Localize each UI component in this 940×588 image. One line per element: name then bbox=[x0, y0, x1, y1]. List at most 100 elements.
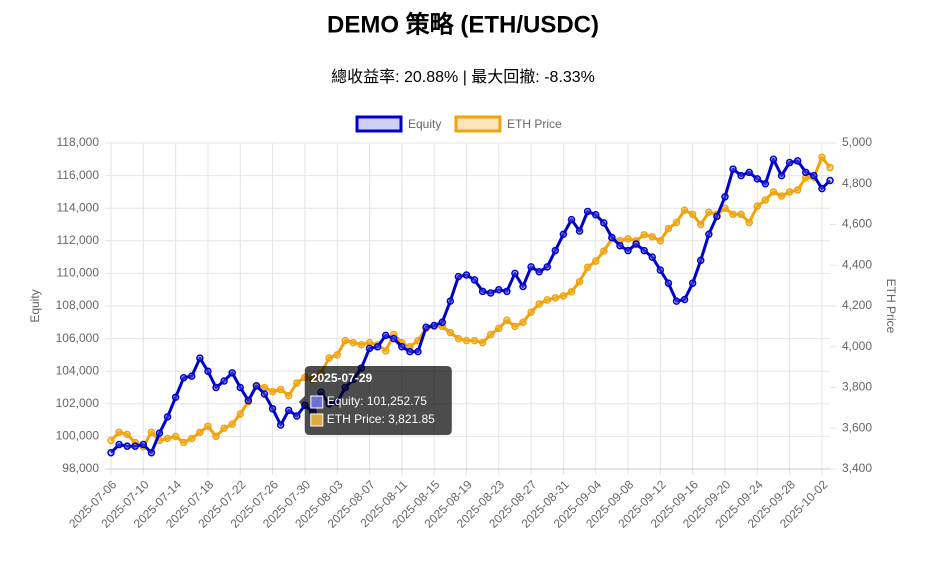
data-point bbox=[293, 379, 301, 387]
y2-tick-label: 4,400 bbox=[842, 257, 872, 271]
data-point bbox=[470, 336, 479, 345]
data-point bbox=[793, 186, 802, 194]
data-point bbox=[171, 432, 180, 441]
data-point bbox=[293, 412, 301, 420]
tooltip-line: ETH Price: 3,821.85 bbox=[327, 412, 435, 426]
data-point bbox=[608, 233, 616, 242]
data-point bbox=[276, 385, 285, 394]
tooltip-swatch bbox=[310, 413, 324, 427]
tooltip-title: 2025-07-29 bbox=[311, 371, 373, 385]
y2-tick-label: 5,000 bbox=[842, 135, 872, 149]
y-tick-label: 112,000 bbox=[57, 233, 100, 247]
y2-axis-title: ETH Price bbox=[884, 279, 898, 334]
data-point bbox=[139, 440, 148, 449]
data-point bbox=[495, 324, 503, 333]
data-point bbox=[793, 157, 802, 165]
y-tick-label: 98,000 bbox=[62, 461, 99, 475]
data-point bbox=[559, 292, 568, 300]
data-point bbox=[357, 340, 366, 349]
data-point bbox=[486, 289, 495, 297]
data-point bbox=[696, 256, 705, 265]
data-point bbox=[196, 354, 204, 362]
data-point bbox=[381, 347, 390, 355]
data-point bbox=[583, 263, 592, 272]
data-point bbox=[527, 263, 535, 271]
data-point bbox=[624, 235, 632, 243]
data-point bbox=[107, 436, 115, 445]
data-point bbox=[495, 285, 503, 294]
data-point bbox=[123, 442, 131, 450]
legend-label: Equity bbox=[408, 117, 441, 131]
data-point bbox=[131, 442, 139, 450]
data-point bbox=[188, 434, 196, 443]
data-point bbox=[147, 448, 156, 457]
data-point bbox=[212, 383, 220, 392]
data-point bbox=[600, 247, 608, 255]
data-point bbox=[672, 297, 681, 305]
data-point bbox=[503, 316, 511, 325]
y2-tick-label: 4,600 bbox=[842, 217, 872, 231]
data-point bbox=[785, 158, 794, 167]
data-point bbox=[802, 168, 810, 177]
data-point bbox=[446, 328, 455, 337]
data-point bbox=[519, 282, 527, 291]
data-point bbox=[761, 180, 770, 188]
data-point bbox=[503, 287, 511, 296]
data-point bbox=[583, 207, 592, 216]
data-point bbox=[284, 391, 293, 400]
data-point bbox=[745, 168, 753, 177]
data-point bbox=[600, 219, 608, 227]
data-point bbox=[688, 210, 697, 219]
data-point bbox=[123, 430, 131, 439]
data-point bbox=[818, 184, 826, 193]
data-point bbox=[535, 268, 543, 276]
data-point bbox=[390, 334, 398, 343]
data-point bbox=[696, 220, 705, 229]
data-point bbox=[721, 204, 729, 212]
data-point bbox=[115, 440, 123, 449]
y2-tick-label: 4,800 bbox=[842, 176, 872, 190]
data-point bbox=[810, 171, 818, 180]
chart-subtitle: 總收益率: 20.88% | 最大回撤: -8.33% bbox=[331, 68, 595, 86]
data-point bbox=[664, 279, 673, 287]
data-point bbox=[398, 343, 406, 351]
data-point bbox=[470, 276, 479, 284]
data-point bbox=[672, 218, 681, 227]
data-point bbox=[575, 227, 584, 235]
data-point bbox=[107, 448, 115, 457]
tooltip-box bbox=[298, 366, 452, 435]
data-point bbox=[373, 343, 382, 351]
data-point bbox=[729, 210, 737, 219]
data-point bbox=[163, 413, 172, 421]
data-point bbox=[462, 336, 471, 345]
data-point bbox=[486, 330, 495, 339]
data-point bbox=[252, 382, 261, 390]
data-point bbox=[115, 428, 123, 437]
data-point bbox=[543, 263, 551, 271]
data-point bbox=[462, 271, 471, 279]
data-point bbox=[664, 224, 673, 233]
data-point bbox=[729, 165, 737, 173]
data-point bbox=[228, 420, 236, 428]
data-point bbox=[769, 155, 778, 164]
data-point bbox=[179, 373, 188, 382]
data-point bbox=[163, 434, 172, 443]
data-point bbox=[511, 269, 519, 278]
data-point bbox=[220, 424, 228, 432]
data-point bbox=[785, 188, 794, 196]
data-point bbox=[527, 308, 535, 316]
data-point bbox=[446, 297, 455, 305]
y-tick-label: 110,000 bbox=[57, 266, 100, 280]
data-point bbox=[640, 246, 648, 255]
data-point bbox=[705, 230, 713, 239]
data-point bbox=[551, 246, 560, 255]
data-point bbox=[648, 253, 657, 261]
y2-tick-label: 3,400 bbox=[842, 461, 872, 475]
y-tick-label: 118,000 bbox=[57, 135, 100, 149]
data-point bbox=[414, 347, 422, 356]
data-point bbox=[769, 188, 778, 196]
y-tick-label: 106,000 bbox=[56, 331, 100, 345]
y-tick-label: 104,000 bbox=[56, 363, 100, 377]
y2-tick-label: 3,800 bbox=[842, 380, 872, 394]
